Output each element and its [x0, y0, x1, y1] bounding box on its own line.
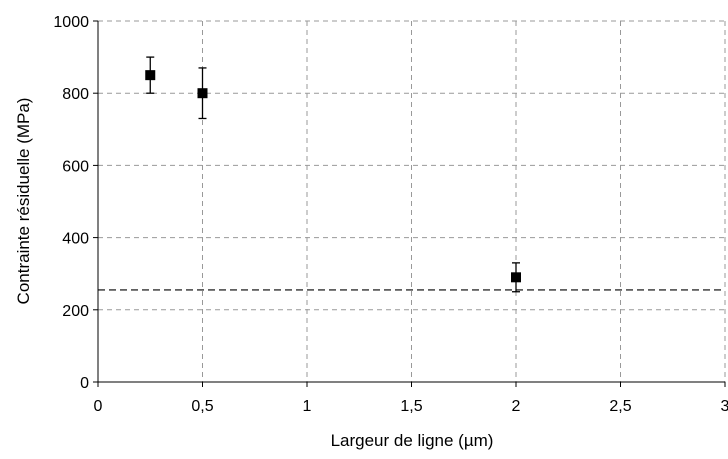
y-tick-label-1: 200 — [62, 303, 89, 320]
data-point-2 — [511, 272, 521, 283]
x-tick-label-1: 0,5 — [191, 398, 213, 415]
gridlines — [98, 20, 726, 382]
x-tick-label-5: 2,5 — [609, 398, 631, 415]
tick-labels: 0 200 400 600 800 1000 0 0,5 1 1,5 2 2,5 3 — [53, 14, 728, 415]
data-points — [145, 56, 521, 293]
y-tick-label-4: 800 — [62, 86, 89, 103]
x-tick-label-2: 1 — [303, 398, 312, 415]
y-tick-label-2: 400 — [62, 231, 89, 248]
x-tick-label-3: 1,5 — [400, 398, 422, 415]
y-axis-title: Contrainte résiduelle (MPa) — [14, 98, 33, 305]
axes — [93, 20, 726, 387]
y-tick-label-3: 600 — [62, 158, 89, 175]
data-point-0 — [145, 70, 156, 81]
x-tick-label-6: 3 — [721, 398, 728, 415]
x-axis-title: Largeur de ligne (µm) — [331, 431, 494, 450]
y-tick-label-0: 0 — [80, 375, 89, 392]
x-tick-label-0: 0 — [94, 398, 103, 415]
y-tick-label-5: 1000 — [53, 14, 89, 31]
x-tick-label-4: 2 — [512, 398, 521, 415]
data-point-1 — [197, 88, 208, 99]
